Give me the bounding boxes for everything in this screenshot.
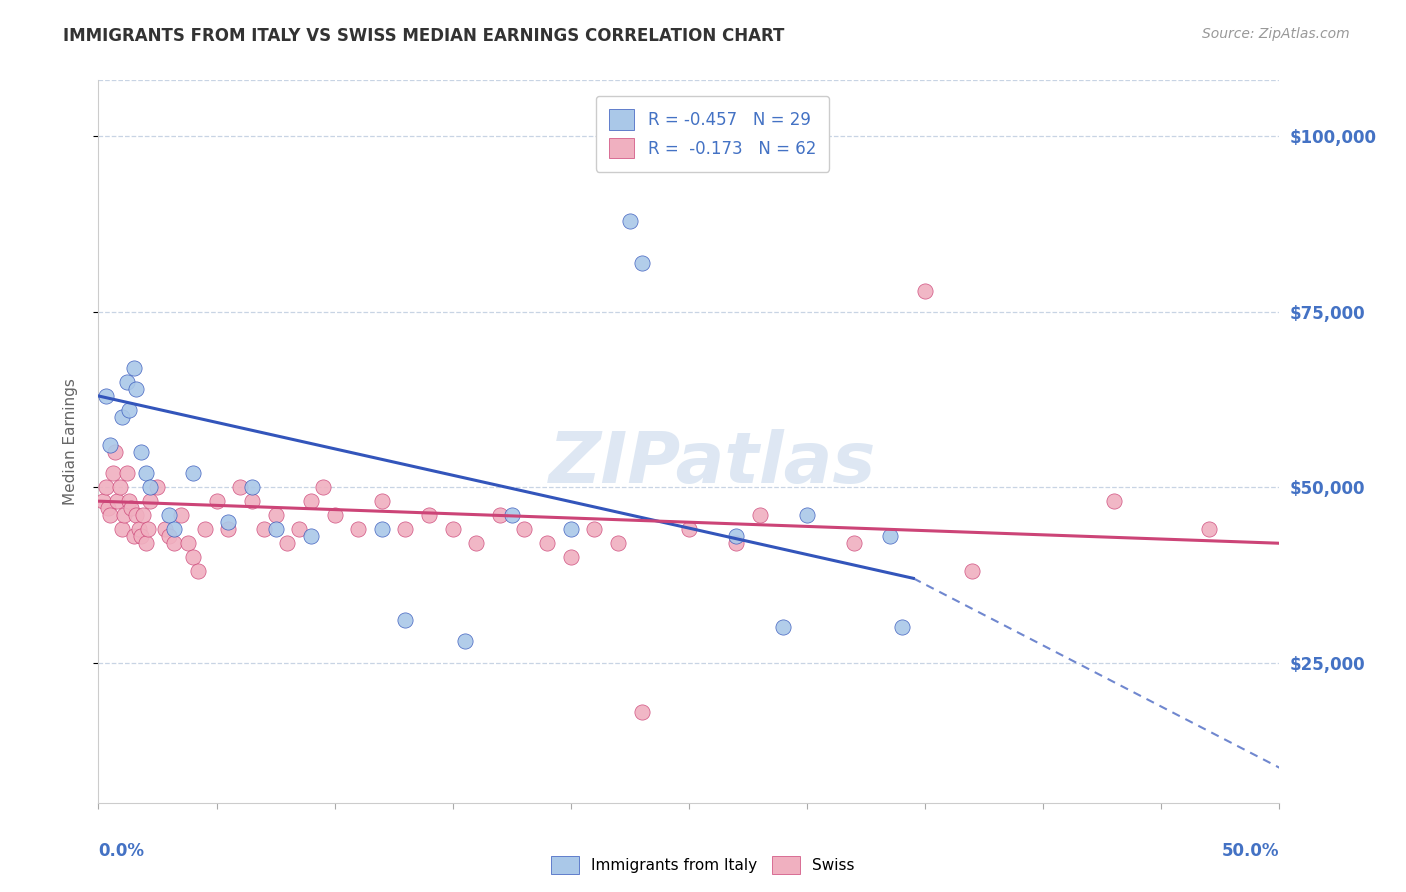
Y-axis label: Median Earnings: Median Earnings: [63, 378, 77, 505]
Legend: Immigrants from Italy, Swiss: Immigrants from Italy, Swiss: [546, 850, 860, 880]
Text: 0.0%: 0.0%: [98, 842, 145, 860]
Point: [139, 494, 162, 508]
Point: [312, 480, 335, 494]
Point: [122, 360, 145, 375]
Point: [276, 536, 298, 550]
Point: [163, 522, 186, 536]
Point: [560, 550, 582, 565]
Point: [725, 529, 748, 543]
Point: [371, 522, 394, 536]
Point: [132, 508, 155, 523]
Point: [1102, 494, 1125, 508]
Point: [1198, 522, 1220, 536]
Point: [121, 501, 143, 516]
Point: [139, 480, 162, 494]
Point: [583, 522, 606, 536]
Point: [560, 522, 582, 536]
Point: [264, 508, 287, 523]
Point: [104, 445, 127, 459]
Point: [205, 494, 228, 508]
Point: [536, 536, 558, 550]
Point: [129, 529, 152, 543]
Point: [97, 501, 120, 516]
Point: [181, 466, 204, 480]
Point: [98, 508, 121, 523]
Point: [125, 508, 148, 523]
Point: [125, 382, 148, 396]
Point: [844, 536, 866, 550]
Point: [748, 508, 770, 523]
Text: IMMIGRANTS FROM ITALY VS SWISS MEDIAN EARNINGS CORRELATION CHART: IMMIGRANTS FROM ITALY VS SWISS MEDIAN EA…: [63, 27, 785, 45]
Point: [323, 508, 346, 523]
Point: [135, 466, 157, 480]
Point: [253, 522, 276, 536]
Point: [371, 494, 394, 508]
Point: [105, 494, 128, 508]
Point: [91, 494, 114, 508]
Point: [94, 389, 117, 403]
Point: [489, 508, 512, 523]
Point: [879, 529, 901, 543]
Point: [129, 445, 152, 459]
Point: [115, 466, 138, 480]
Point: [112, 508, 135, 523]
Point: [136, 522, 159, 536]
Point: [796, 508, 818, 523]
Point: [512, 522, 534, 536]
Point: [441, 522, 464, 536]
Text: Source: ZipAtlas.com: Source: ZipAtlas.com: [1202, 27, 1350, 41]
Point: [501, 508, 523, 523]
Point: [94, 480, 117, 494]
Point: [163, 536, 186, 550]
Point: [181, 550, 204, 565]
Point: [347, 522, 370, 536]
Point: [394, 522, 416, 536]
Text: 50.0%: 50.0%: [1222, 842, 1279, 860]
Point: [217, 522, 239, 536]
Legend: R = -0.457   N = 29, R =  -0.173   N = 62: R = -0.457 N = 29, R = -0.173 N = 62: [596, 95, 830, 171]
Point: [135, 536, 157, 550]
Point: [465, 536, 488, 550]
Point: [115, 375, 138, 389]
Point: [101, 466, 124, 480]
Point: [240, 480, 263, 494]
Point: [170, 508, 193, 523]
Point: [108, 480, 131, 494]
Point: [146, 480, 169, 494]
Point: [128, 522, 150, 536]
Point: [118, 403, 141, 417]
Point: [157, 529, 180, 543]
Point: [240, 494, 263, 508]
Point: [122, 529, 145, 543]
Point: [157, 508, 180, 523]
Point: [98, 438, 121, 452]
Point: [890, 620, 912, 634]
Point: [194, 522, 217, 536]
Point: [418, 508, 440, 523]
Point: [177, 536, 200, 550]
Point: [630, 255, 652, 269]
Point: [187, 564, 209, 578]
Point: [217, 515, 239, 529]
Point: [299, 494, 322, 508]
Point: [725, 536, 748, 550]
Point: [264, 522, 287, 536]
Point: [619, 213, 641, 227]
Point: [453, 634, 475, 648]
Point: [394, 614, 416, 628]
Text: ZIPatlas: ZIPatlas: [548, 429, 876, 498]
Point: [111, 522, 134, 536]
Point: [111, 409, 134, 424]
Point: [118, 494, 141, 508]
Point: [914, 284, 936, 298]
Point: [288, 522, 311, 536]
Point: [153, 522, 176, 536]
Point: [630, 705, 652, 719]
Point: [772, 620, 794, 634]
Point: [229, 480, 252, 494]
Point: [962, 564, 984, 578]
Point: [299, 529, 322, 543]
Point: [607, 536, 630, 550]
Point: [678, 522, 700, 536]
